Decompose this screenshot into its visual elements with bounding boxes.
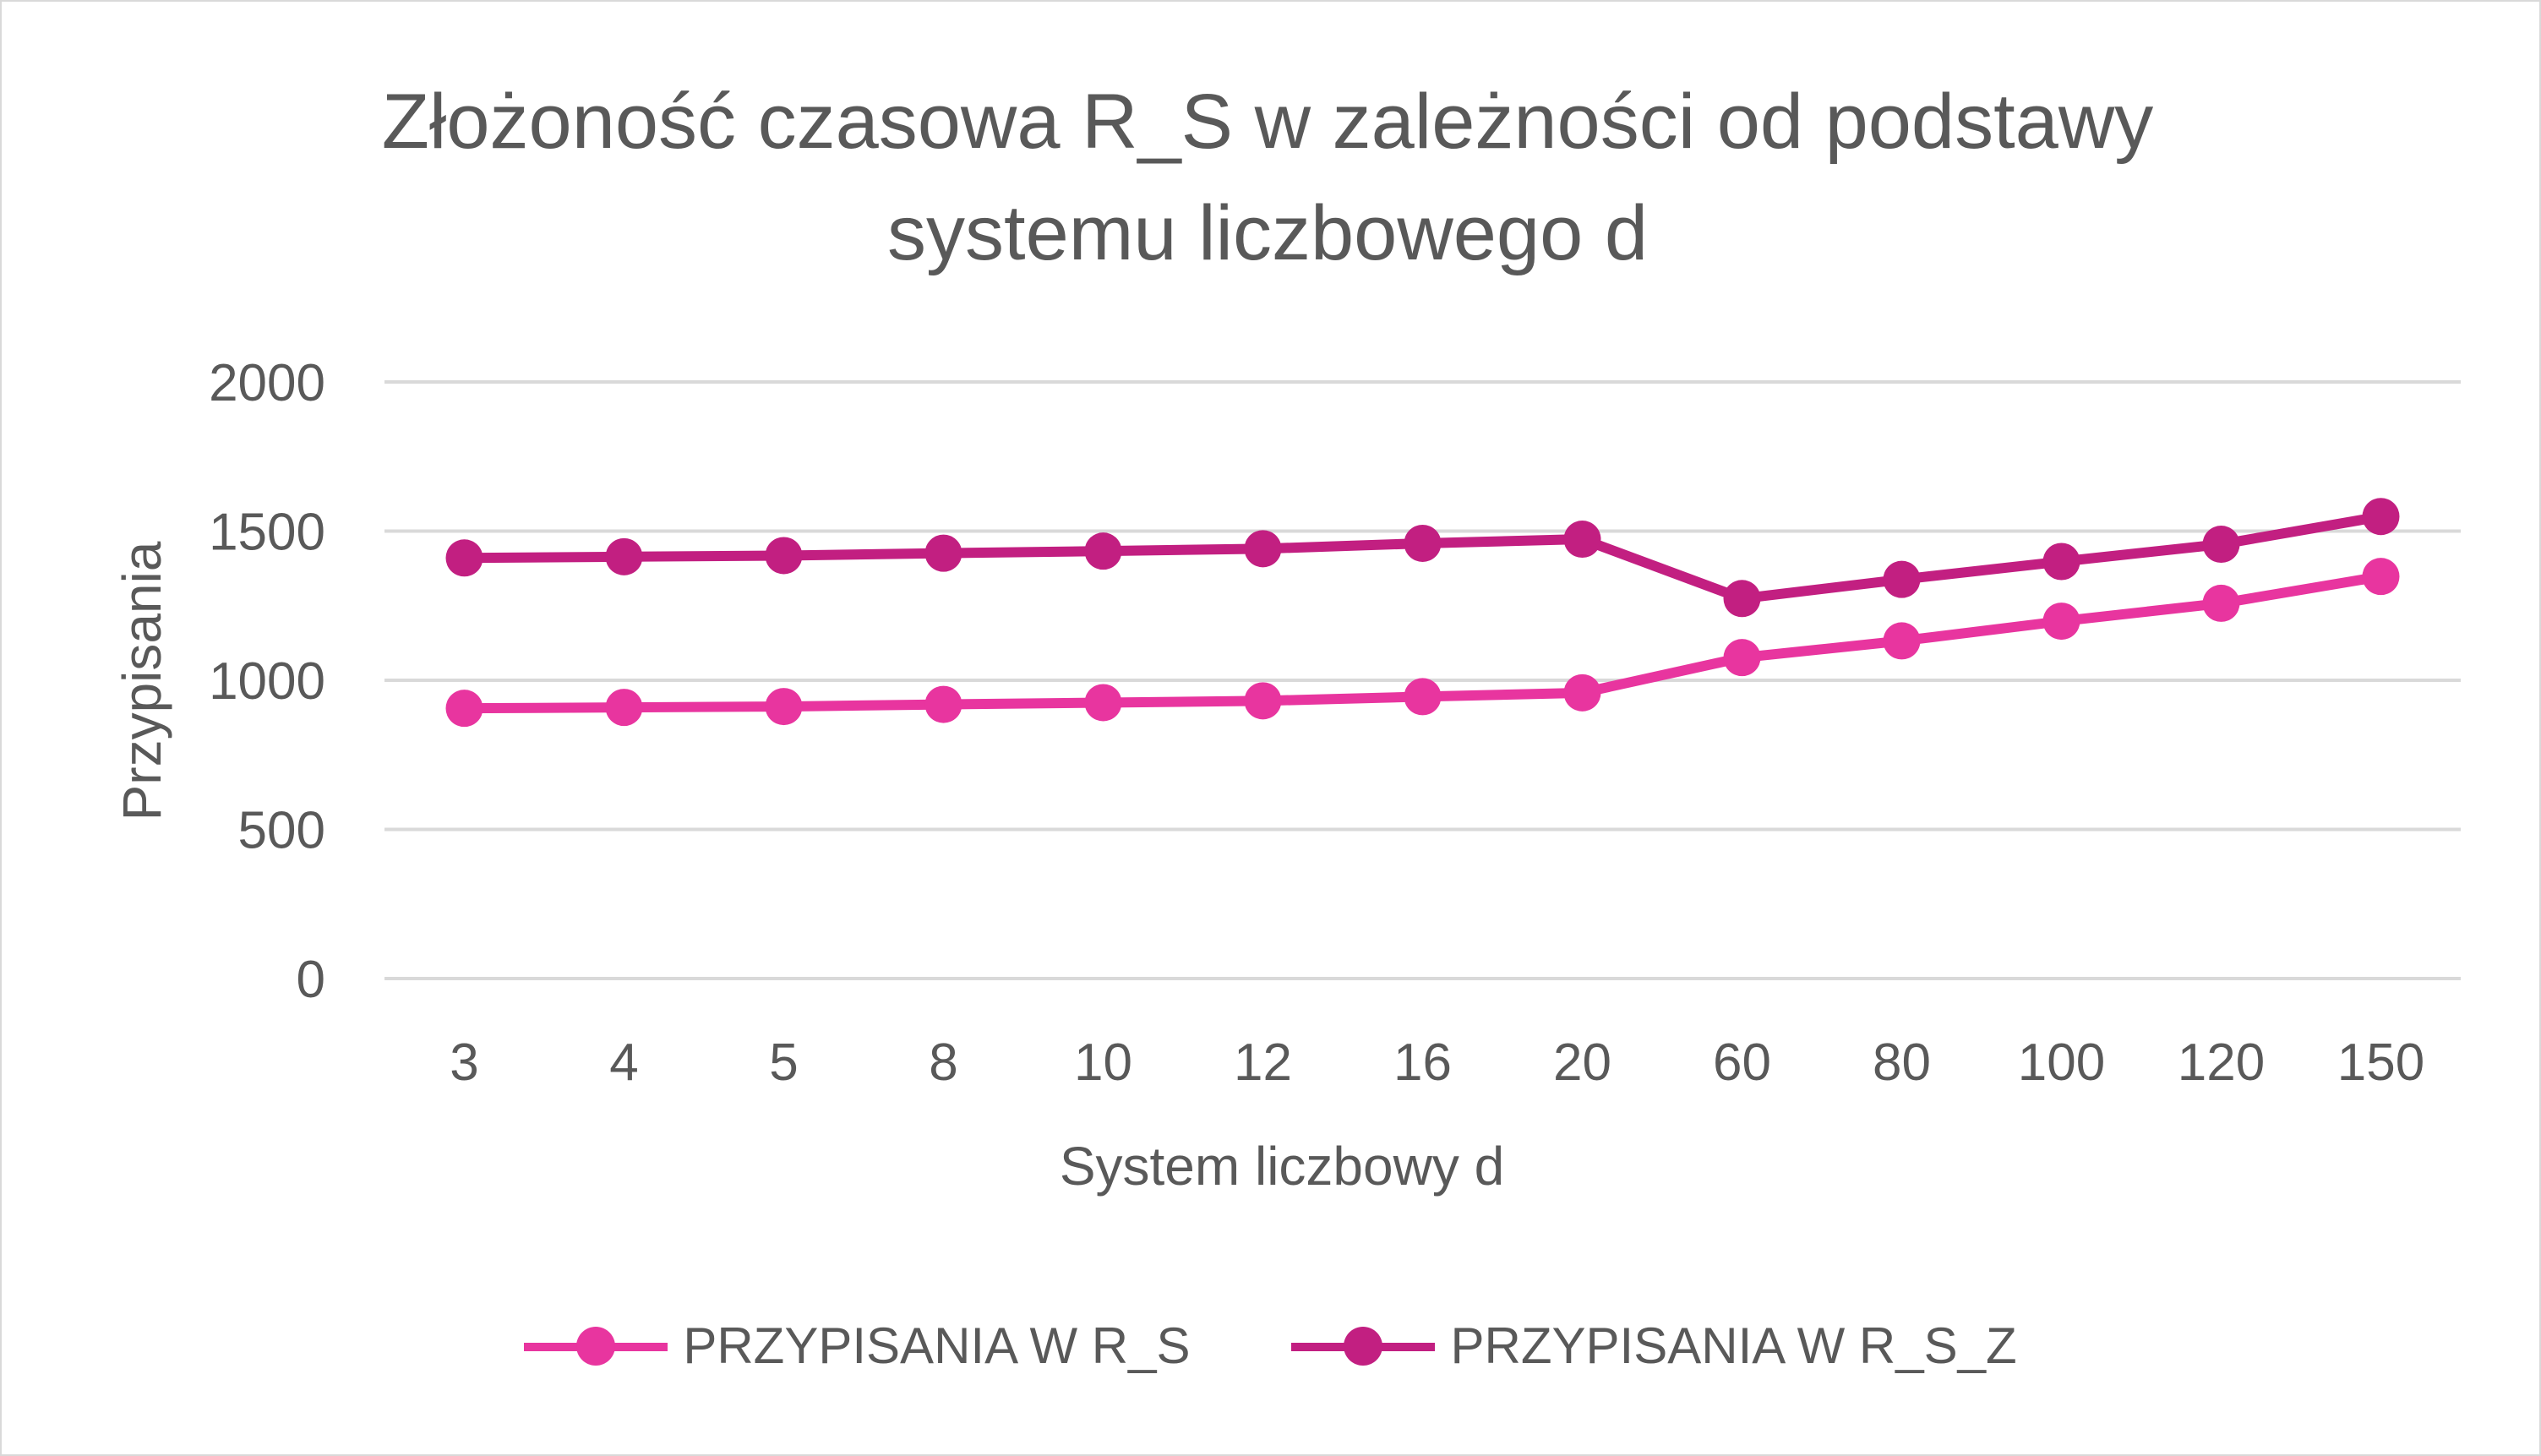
data-point-s1-80 [1883,622,1921,660]
legend-label-rsz: PRZYPISANIA W R_S_Z [1450,1317,2017,1374]
data-point-s1-4 [605,689,643,727]
chart-title-line-2: systemu liczbowego d [887,190,1648,276]
data-point-s2-100 [2042,543,2080,581]
y-tick-label-1000: 1000 [209,652,325,711]
legend-item-rsz: PRZYPISANIA W R_S_Z [1291,1317,2017,1375]
y-tick-labels: 0 500 1000 1500 2000 [209,354,325,1009]
data-point-s1-100 [2042,603,2080,641]
x-tick-label-80: 80 [1873,1033,1931,1092]
legend-item-rs: PRZYPISANIA W R_S [524,1317,1190,1375]
series-1 [445,558,2400,728]
data-point-s2-8 [924,534,962,572]
x-tick-label-16: 16 [1393,1033,1452,1092]
chart-title-line-1: Złożoność czasowa R_S w zależności od po… [381,79,2154,165]
data-point-s2-20 [1563,521,1601,559]
x-tick-labels: 3 4 5 8 10 12 16 20 60 80 100 120 150 [450,1033,2424,1092]
x-tick-label-10: 10 [1074,1033,1132,1092]
data-point-s2-80 [1883,560,1921,598]
legend-label-rs: PRZYPISANIA W R_S [683,1317,1191,1374]
x-tick-label-12: 12 [1234,1033,1292,1092]
x-axis-title: System liczbowy d [1060,1136,1504,1197]
x-tick-label-150: 150 [2337,1033,2424,1092]
legend-swatch-rs [524,1321,668,1371]
x-tick-label-8: 8 [929,1033,957,1092]
legend-swatch-rsz [1291,1321,1436,1371]
data-point-s2-16 [1404,524,1442,562]
x-tick-label-60: 60 [1713,1033,1771,1092]
data-point-s1-20 [1563,673,1601,712]
legend-marker-rs [576,1326,616,1366]
legend: PRZYPISANIA W R_S PRZYPISANIA W R_S_Z [0,1317,2541,1375]
data-point-s1-120 [2202,584,2240,622]
data-point-s1-3 [445,690,483,728]
data-point-s2-3 [445,539,483,577]
data-point-s1-10 [1084,684,1122,722]
data-point-s1-12 [1244,682,1282,720]
legend-marker-rsz [1344,1326,1383,1366]
data-point-s1-8 [924,685,962,723]
chart-title: Złożoność czasowa R_S w zależności od po… [254,66,2282,289]
x-tick-label-100: 100 [2018,1033,2105,1092]
data-point-s2-4 [605,537,643,575]
x-tick-label-120: 120 [2178,1033,2265,1092]
x-tick-label-3: 3 [450,1033,478,1092]
x-tick-label-4: 4 [609,1033,638,1092]
data-point-s1-60 [1723,639,1761,677]
y-tick-label-2000: 2000 [209,354,325,412]
data-point-s2-120 [2202,526,2240,564]
x-tick-label-20: 20 [1553,1033,1611,1092]
data-point-s2-10 [1084,532,1122,570]
x-tick-label-5: 5 [769,1033,798,1092]
data-point-s2-12 [1244,530,1282,568]
y-axis-title: Przypisania [112,541,172,821]
series-2 [445,498,2400,618]
series-lines [445,498,2400,728]
data-point-s2-60 [1723,580,1761,618]
data-point-s1-5 [765,688,803,726]
y-tick-label-1500: 1500 [209,504,325,562]
y-tick-label-500: 500 [238,802,325,860]
y-tick-label-0: 0 [297,951,325,1009]
data-point-s1-150 [2362,558,2400,596]
data-point-s2-5 [765,537,803,575]
data-point-s1-16 [1404,678,1442,716]
data-point-s2-150 [2362,498,2400,536]
